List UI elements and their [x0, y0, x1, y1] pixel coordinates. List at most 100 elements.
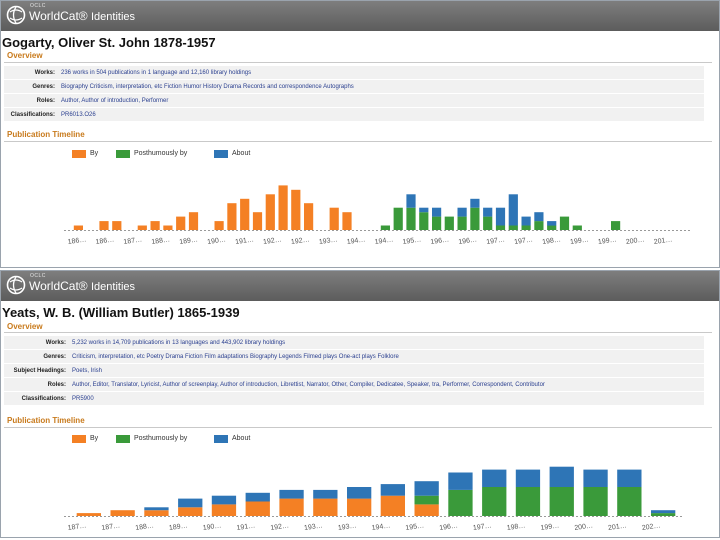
- bar-segment-posthumously[interactable]: [508, 225, 518, 231]
- bar-segment-posthumously[interactable]: [393, 207, 403, 230]
- bar-segment-posthumously[interactable]: [515, 487, 541, 516]
- worldcat-identities-logo[interactable]: WorldCat® Identities: [29, 9, 136, 23]
- bar-segment-about[interactable]: [448, 472, 473, 490]
- bar-segment-posthumously[interactable]: [444, 216, 454, 230]
- bar-segment-about[interactable]: [211, 495, 237, 505]
- bar-segment-about[interactable]: [521, 216, 531, 226]
- bar-segment-by[interactable]: [265, 194, 275, 230]
- bar-segment-by[interactable]: [342, 212, 352, 230]
- info-value[interactable]: Biography Criticism, interpretation, etc…: [61, 84, 354, 90]
- info-value[interactable]: 236 works in 504 publications in 1 langu…: [61, 70, 252, 76]
- bar-segment-about[interactable]: [651, 510, 676, 514]
- bar-segment-about[interactable]: [313, 489, 338, 499]
- bar-segment-about[interactable]: [245, 492, 270, 502]
- bar-segment-posthumously[interactable]: [380, 225, 390, 231]
- bar-segment-about[interactable]: [144, 507, 169, 511]
- bar-segment-posthumously[interactable]: [432, 216, 442, 230]
- bar-segment-posthumously[interactable]: [419, 212, 429, 230]
- bar-segment-by[interactable]: [291, 189, 301, 230]
- info-value[interactable]: PR5900: [72, 396, 94, 402]
- bar-segment-by[interactable]: [329, 207, 339, 230]
- bar-segment-about[interactable]: [470, 198, 480, 208]
- tick-label: 186…: [95, 236, 114, 246]
- bar-segment-posthumously[interactable]: [457, 216, 467, 230]
- bar-segment-by[interactable]: [163, 225, 173, 231]
- bar-segment-by[interactable]: [150, 221, 160, 230]
- bar-segment-by[interactable]: [252, 212, 263, 230]
- bar-segment-about[interactable]: [414, 481, 439, 496]
- bar-segment-about[interactable]: [419, 207, 429, 213]
- bar-segment-about[interactable]: [457, 207, 467, 217]
- tick-label: 201…: [653, 236, 672, 246]
- bar-segment-posthumously[interactable]: [534, 221, 544, 230]
- bar-segment-posthumously[interactable]: [651, 513, 676, 516]
- bar-segment-by[interactable]: [313, 498, 338, 516]
- bar-segment-about[interactable]: [617, 469, 642, 487]
- info-value[interactable]: 5,232 works in 14,709 publications in 13…: [72, 340, 286, 346]
- bar-segment-about[interactable]: [178, 498, 203, 508]
- bar-segment-posthumously[interactable]: [470, 207, 480, 230]
- bar-segment-posthumously[interactable]: [617, 487, 642, 516]
- publication-timeline-chart[interactable]: 186… 186… 187… 188… 189… 190… 191… 192… 192… 193……: [0, 160, 720, 260]
- bar-segment-posthumously[interactable]: [521, 225, 531, 231]
- bar-segment-by[interactable]: [214, 221, 224, 230]
- bar-segment-about[interactable]: [508, 194, 518, 226]
- bar-segment-posthumously[interactable]: [611, 221, 621, 230]
- bar-segment-by[interactable]: [112, 221, 122, 230]
- bar-segment-posthumously[interactable]: [549, 487, 574, 516]
- bar-segment-about[interactable]: [483, 207, 493, 217]
- bar-segment-by[interactable]: [227, 203, 237, 230]
- bar-segment-by[interactable]: [279, 498, 304, 516]
- bar-segment-posthumously[interactable]: [482, 487, 507, 516]
- bar-segment-about[interactable]: [380, 484, 405, 496]
- bar-segment-about[interactable]: [515, 469, 541, 487]
- worldcat-globe-icon[interactable]: [6, 5, 26, 25]
- bar-segment-by[interactable]: [188, 212, 199, 230]
- bar-segment-posthumously[interactable]: [547, 225, 557, 231]
- worldcat-globe-icon[interactable]: [6, 275, 26, 295]
- bar-segment-by[interactable]: [110, 510, 135, 516]
- bar-segment-about[interactable]: [495, 207, 506, 226]
- bar-segment-about[interactable]: [534, 212, 544, 222]
- bar-segment-by[interactable]: [211, 504, 237, 516]
- bar-segment-by[interactable]: [245, 501, 270, 517]
- bar-segment-by[interactable]: [240, 198, 250, 230]
- bar-segment-by[interactable]: [176, 216, 186, 230]
- bar-segment-by[interactable]: [278, 185, 288, 230]
- bar-segment-posthumously[interactable]: [406, 207, 416, 230]
- info-value[interactable]: Criticism, interpretation, etc Poetry Dr…: [72, 354, 399, 360]
- info-value[interactable]: Poets, Irish: [72, 368, 103, 374]
- bar-segment-by[interactable]: [380, 495, 405, 516]
- bar-segment-posthumously[interactable]: [583, 487, 608, 516]
- info-value[interactable]: Author, Author of introduction, Performe…: [61, 98, 169, 104]
- swatch: [72, 435, 86, 443]
- bar-segment-posthumously[interactable]: [483, 216, 493, 230]
- bar-segment-by[interactable]: [347, 498, 372, 516]
- bar-segment-posthumously[interactable]: [559, 216, 570, 230]
- info-value[interactable]: PR6013.O26: [61, 112, 96, 118]
- bar-segment-posthumously[interactable]: [495, 225, 506, 231]
- bar-segment-posthumously[interactable]: [448, 489, 473, 516]
- bar-segment-by[interactable]: [73, 225, 83, 231]
- bar-segment-about[interactable]: [482, 469, 507, 487]
- info-value[interactable]: Author, Editor, Translator, Lyricist, Au…: [72, 382, 545, 388]
- bar-segment-about[interactable]: [347, 487, 372, 499]
- bar-segment-about[interactable]: [583, 469, 608, 487]
- bar-segment-about[interactable]: [547, 221, 557, 226]
- bar-segment-by[interactable]: [414, 504, 439, 516]
- bar-segment-by[interactable]: [304, 203, 314, 230]
- bar-segment-by[interactable]: [76, 513, 101, 516]
- bar-segment-about[interactable]: [406, 194, 416, 208]
- bar-segment-by[interactable]: [144, 510, 169, 516]
- bar-segment-posthumously[interactable]: [414, 495, 439, 505]
- bar-segment-by[interactable]: [99, 221, 109, 230]
- worldcat-identities-logo[interactable]: WorldCat® Identities: [29, 279, 136, 293]
- bar-segment-by[interactable]: [137, 225, 147, 231]
- bar-segment-by[interactable]: [178, 507, 203, 516]
- bar-segment-about[interactable]: [549, 466, 574, 487]
- bar-segment-about[interactable]: [279, 489, 304, 499]
- publication-timeline-chart[interactable]: 187… 187… 188… 189… 190… 191… 192… 193… 193… 194……: [0, 446, 720, 538]
- bar-segment-posthumously[interactable]: [572, 225, 582, 231]
- bar-segment-about[interactable]: [432, 207, 442, 217]
- info-row-classifications: Classifications: PR6013.O26: [4, 108, 704, 121]
